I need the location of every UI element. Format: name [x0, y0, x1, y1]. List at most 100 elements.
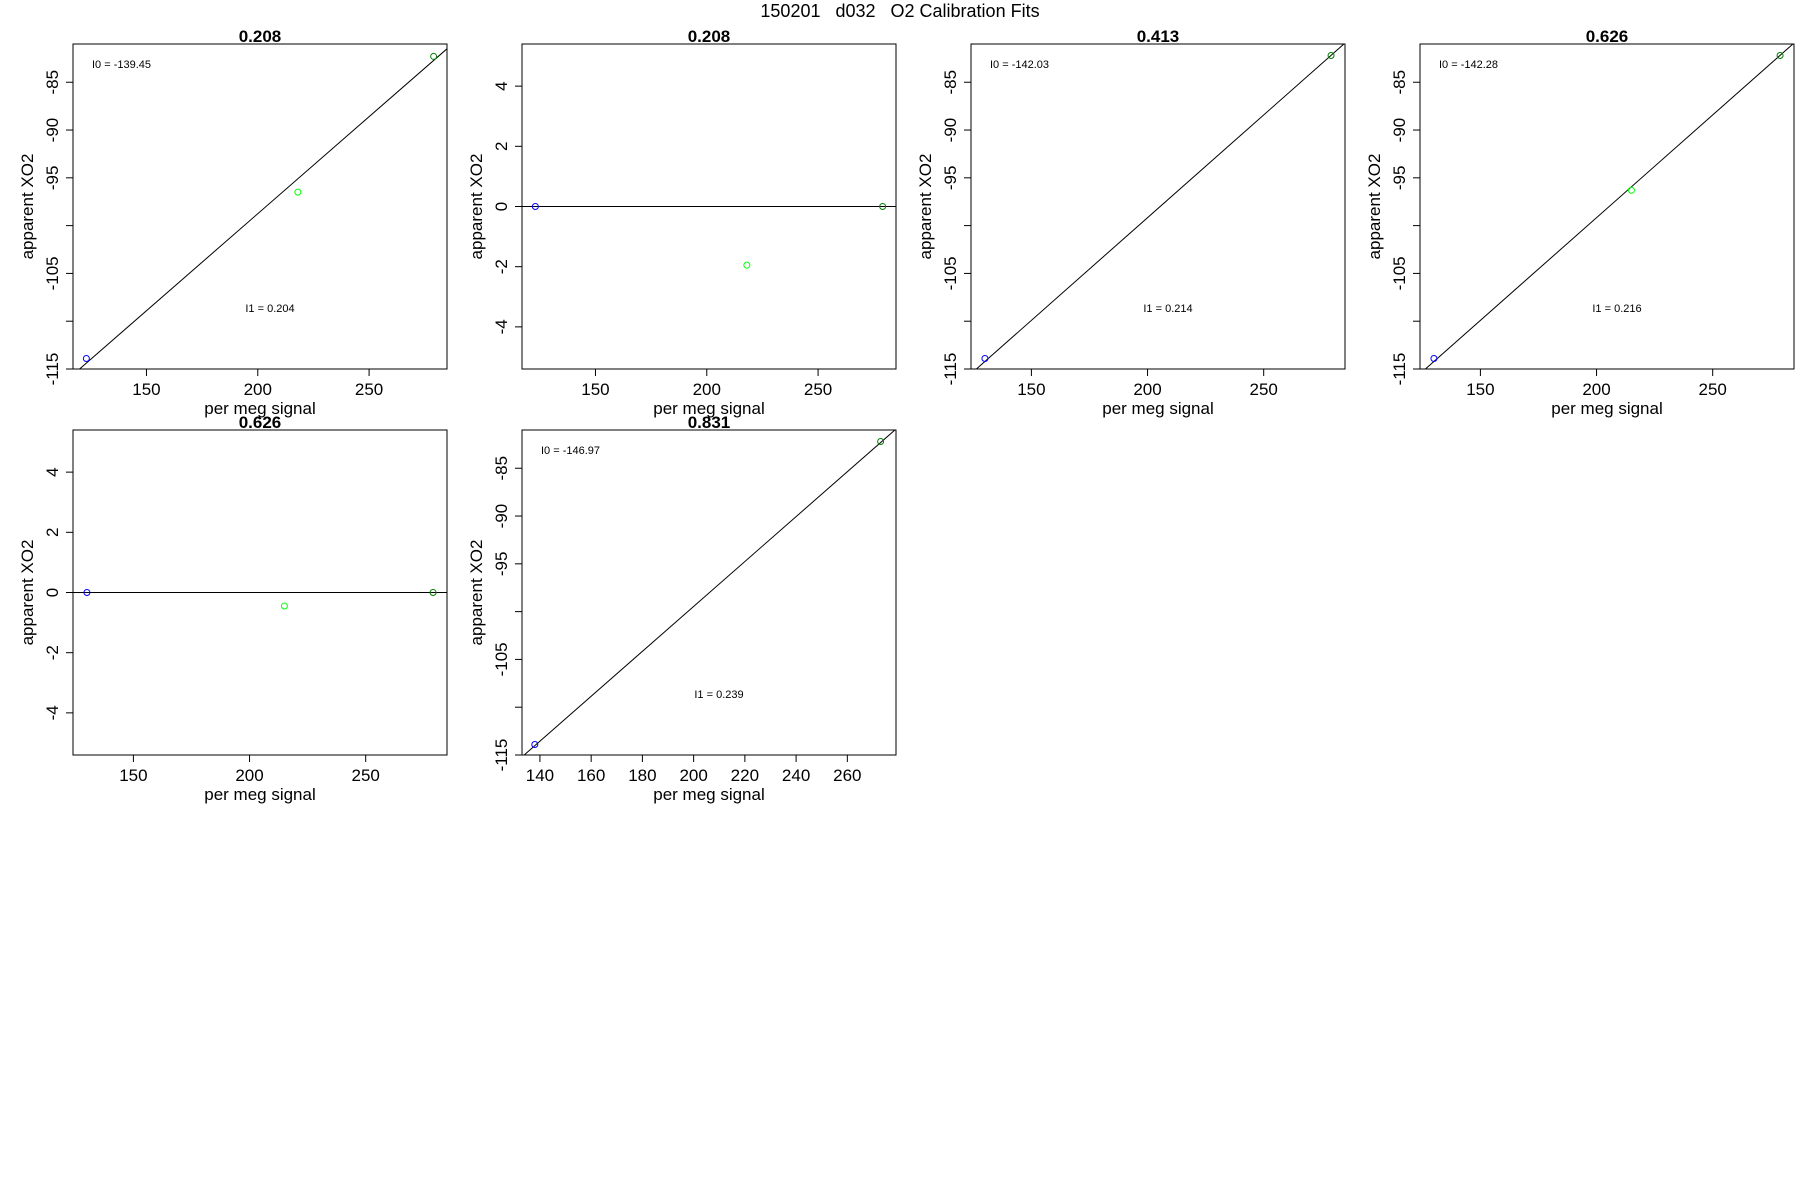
y-tick-label: 2 [43, 528, 62, 537]
x-tick-label: 200 [235, 766, 263, 785]
data-point [879, 203, 887, 210]
x-tick-label: 200 [244, 380, 272, 399]
x-tick-label: 140 [526, 766, 554, 785]
fit-coefficient-annotation: I1 = 0.204 [245, 303, 294, 315]
y-tick-label: 0 [43, 588, 62, 597]
plot-area [1424, 44, 1794, 369]
data-point [1430, 354, 1438, 362]
y-tick-label: -115 [43, 353, 62, 386]
x-tick-label: 240 [782, 766, 810, 785]
x-axis-label: per meg signal [653, 785, 765, 804]
x-tick-label: 260 [833, 766, 861, 785]
x-tick-label: 200 [679, 766, 707, 785]
y-tick-label: -115 [941, 353, 960, 386]
y-tick-label: -95 [43, 166, 62, 191]
x-axis-label: per meg signal [653, 399, 765, 418]
fit-line [523, 430, 896, 755]
plot-area [522, 203, 896, 269]
fit-coefficient-annotation: I1 = 0.239 [694, 689, 743, 701]
x-tick-label: 160 [577, 766, 605, 785]
plot-title: 0.831 [688, 413, 731, 432]
x-tick-label: 180 [628, 766, 656, 785]
plot-area [78, 48, 447, 369]
plot-frame [521, 429, 897, 756]
y-tick-label: 2 [492, 142, 511, 151]
x-axis-label: per meg signal [204, 785, 316, 804]
fit-line [975, 44, 1345, 369]
y-tick-label: -90 [492, 504, 511, 529]
y-tick-label: 0 [492, 202, 511, 211]
plot-frame [72, 43, 448, 370]
data-point [430, 52, 438, 60]
plot-frame [1419, 43, 1795, 370]
y-tick-label: -90 [1390, 118, 1409, 143]
x-tick-label: 250 [804, 380, 832, 399]
y-tick-label: -2 [492, 259, 511, 274]
y-axis-label: apparent XO2 [467, 540, 486, 646]
plot-area [73, 589, 447, 610]
x-tick-label: 250 [352, 766, 380, 785]
data-point [743, 261, 751, 269]
plot-panel: 0.831 140 160 180 200 220 240 260 -115 -105 -95 -90… [467, 413, 897, 804]
fit-coefficient-annotation: I0 = -146.97 [541, 445, 600, 457]
y-axis-label: apparent XO2 [916, 154, 935, 260]
y-tick-label: -85 [941, 70, 960, 95]
y-tick-label: -95 [492, 552, 511, 577]
fit-coefficient-annotation: I1 = 0.214 [1143, 303, 1192, 315]
x-tick-label: 150 [132, 380, 160, 399]
fit-coefficient-annotation: I0 = -139.45 [92, 59, 151, 71]
plot-panel: 0.413 150 200 250 -115 -105 -95 -90 -85 per meg s… [916, 27, 1346, 418]
y-tick-label: -85 [1390, 70, 1409, 95]
y-tick-label: -115 [492, 739, 511, 772]
plot-title: 0.208 [688, 27, 731, 46]
data-point [280, 602, 288, 610]
x-tick-label: 250 [1250, 380, 1278, 399]
plot-area [523, 430, 896, 755]
y-tick-label: -85 [43, 70, 62, 95]
x-tick-label: 220 [731, 766, 759, 785]
y-tick-label: -4 [43, 705, 62, 720]
y-tick-label: -95 [1390, 166, 1409, 191]
plot-title: 0.626 [239, 413, 282, 432]
fit-coefficient-annotation: I0 = -142.28 [1439, 59, 1498, 71]
data-point [981, 354, 989, 362]
fit-coefficient-annotation: I1 = 0.216 [1592, 303, 1641, 315]
x-tick-label: 150 [581, 380, 609, 399]
data-point [83, 589, 91, 596]
y-tick-label: -105 [492, 642, 511, 676]
plot-title: 0.626 [1586, 27, 1629, 46]
data-point [82, 354, 90, 362]
x-tick-label: 250 [1699, 380, 1727, 399]
plot-frame [970, 43, 1346, 370]
y-tick-label: -85 [492, 456, 511, 481]
y-tick-label: -105 [941, 256, 960, 290]
plot-panel: 0.208 150 200 250 -115 -105 -95 -90 -85 per meg s… [18, 27, 448, 418]
plot-title: 0.208 [239, 27, 282, 46]
fit-coefficient-annotation: I0 = -142.03 [990, 59, 1049, 71]
y-tick-label: -4 [492, 319, 511, 334]
page-title: 150201 d032 O2 Calibration Fits [760, 1, 1040, 21]
x-axis-label: per meg signal [204, 399, 316, 418]
y-axis-label: apparent XO2 [1365, 154, 1384, 260]
data-point [1627, 186, 1635, 194]
x-tick-label: 150 [1466, 380, 1494, 399]
plot-panel: 0.208 150 200 250 -4 -2 0 2 4 per meg signal appar… [467, 27, 897, 418]
plot-title: 0.413 [1137, 27, 1180, 46]
x-axis-label: per meg signal [1551, 399, 1663, 418]
y-tick-label: -115 [1390, 353, 1409, 386]
plot-area [975, 44, 1345, 369]
data-point [531, 203, 539, 210]
data-point [294, 188, 302, 196]
x-tick-label: 150 [1017, 380, 1045, 399]
x-tick-label: 200 [693, 380, 721, 399]
plot-panel: 0.626 150 200 250 -115 -105 -95 -90 -85 per meg s… [1365, 27, 1795, 418]
data-point [531, 740, 539, 748]
data-point [1327, 51, 1335, 59]
y-tick-label: 4 [43, 467, 62, 476]
y-axis-label: apparent XO2 [467, 154, 486, 260]
y-tick-label: -90 [941, 118, 960, 143]
fit-line [78, 48, 447, 369]
y-tick-label: -90 [43, 118, 62, 143]
y-tick-label: -95 [941, 166, 960, 191]
